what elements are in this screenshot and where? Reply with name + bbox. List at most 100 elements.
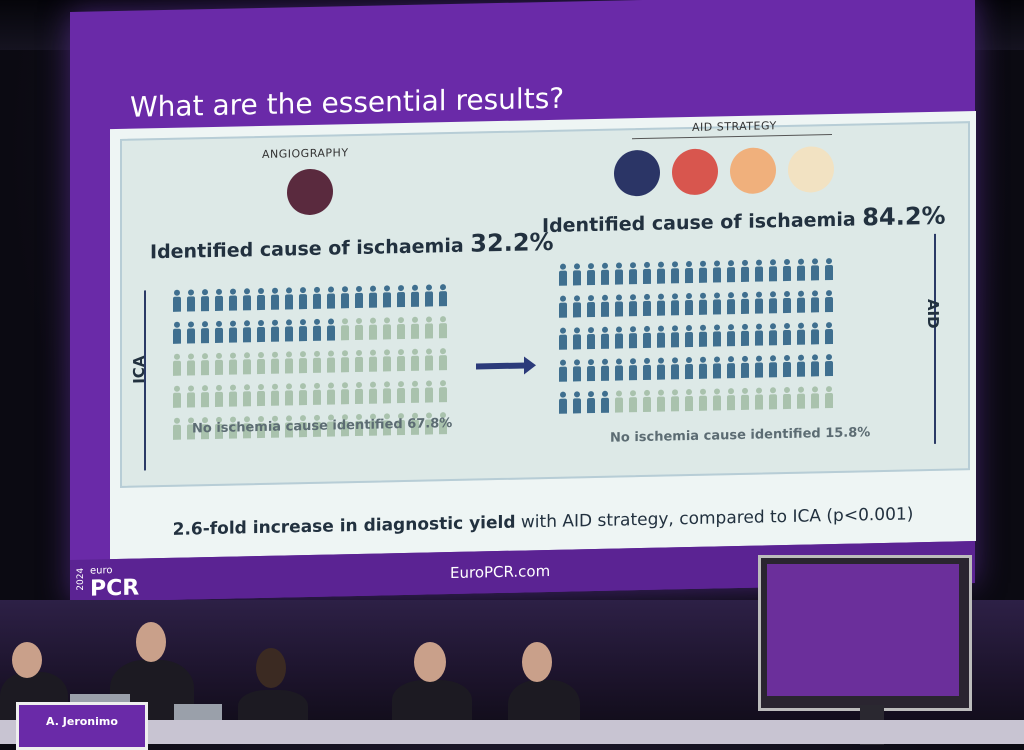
person-identified-icon <box>186 289 196 311</box>
person-not-identified-icon <box>340 318 350 340</box>
person-identified-icon <box>726 292 736 314</box>
person-not-identified-icon <box>768 387 778 409</box>
nameplate-text: A. Jeronimo <box>46 715 118 728</box>
person-identified-icon <box>354 286 364 308</box>
person-not-identified-icon <box>698 389 708 411</box>
person-identified-icon <box>382 285 392 307</box>
person-identified-icon <box>754 291 764 313</box>
person-identified-icon <box>586 327 596 349</box>
panelist-5-head <box>522 642 552 682</box>
person-identified-icon <box>600 327 610 349</box>
person-identified-icon <box>242 320 252 342</box>
person-identified-icon <box>684 357 694 379</box>
person-identified-icon <box>600 263 610 285</box>
footer-url: EuroPCR.com <box>450 561 551 583</box>
person-identified-icon <box>572 391 582 413</box>
person-not-identified-icon <box>382 349 392 371</box>
person-not-identified-icon <box>326 382 336 404</box>
person-identified-icon <box>656 294 666 316</box>
person-identified-icon <box>754 355 764 377</box>
slide-body: ANGIOGRAPHY AID STRATEGY Identified caus… <box>110 111 976 560</box>
person-identified-icon <box>284 287 294 309</box>
conclusion: 2.6-fold increase in diagnostic yield wi… <box>110 503 976 541</box>
person-identified-icon <box>782 355 792 377</box>
person-not-identified-icon <box>628 390 638 412</box>
person-identified-icon <box>698 261 708 283</box>
person-identified-icon <box>340 286 350 308</box>
person-identified-icon <box>200 289 210 311</box>
person-not-identified-icon <box>712 388 722 410</box>
person-identified-icon <box>712 292 722 314</box>
person-not-identified-icon <box>396 317 406 339</box>
left-heading: Identified cause of ischaemia 32.2% <box>150 228 554 264</box>
person-not-identified-icon <box>270 352 280 374</box>
person-not-identified-icon <box>354 350 364 372</box>
ica-label: ICA <box>130 355 148 384</box>
person-identified-icon <box>642 358 652 380</box>
person-identified-icon <box>628 294 638 316</box>
person-not-identified-icon <box>410 317 420 339</box>
person-not-identified-icon <box>298 383 308 405</box>
person-identified-icon <box>810 354 820 376</box>
right-heading-text: Identified cause of ischaemia <box>542 208 856 238</box>
person-not-identified-icon <box>270 384 280 406</box>
arrow <box>476 362 526 370</box>
person-identified-icon <box>572 359 582 381</box>
results-panel: ANGIOGRAPHY AID STRATEGY Identified caus… <box>120 119 970 488</box>
person-identified-icon <box>824 322 834 344</box>
person-identified-icon <box>670 325 680 347</box>
person-not-identified-icon <box>354 382 364 404</box>
person-identified-icon <box>698 325 708 347</box>
person-not-identified-icon <box>796 387 806 409</box>
person-identified-icon <box>754 323 764 345</box>
person-identified-icon <box>368 286 378 308</box>
person-identified-icon <box>214 321 224 343</box>
person-identified-icon <box>270 288 280 310</box>
person-identified-icon <box>740 324 750 346</box>
person-identified-icon <box>726 356 736 378</box>
person-not-identified-icon <box>396 349 406 371</box>
person-identified-icon <box>326 286 336 308</box>
person-identified-icon <box>712 260 722 282</box>
person-identified-icon <box>172 322 182 344</box>
person-identified-icon <box>424 284 434 306</box>
person-not-identified-icon <box>684 389 694 411</box>
person-not-identified-icon <box>228 384 238 406</box>
person-identified-icon <box>782 259 792 281</box>
person-identified-icon <box>558 328 568 350</box>
person-identified-icon <box>684 293 694 315</box>
panelist-4-head <box>414 642 446 682</box>
person-not-identified-icon <box>438 348 448 370</box>
person-not-identified-icon <box>214 353 224 375</box>
person-not-identified-icon <box>368 350 378 372</box>
person-identified-icon <box>558 296 568 318</box>
person-not-identified-icon <box>340 350 350 372</box>
person-identified-icon <box>312 287 322 309</box>
logo-year: 2024 <box>76 567 86 591</box>
angiography-label: ANGIOGRAPHY <box>262 146 349 161</box>
person-identified-icon <box>312 319 322 341</box>
person-identified-icon <box>740 356 750 378</box>
conclusion-rest: with AID strategy, compared to ICA (p<0.… <box>515 504 914 533</box>
confidence-monitor <box>758 555 972 711</box>
right-heading-pct: 84.2% <box>862 201 946 232</box>
person-identified-icon <box>284 319 294 341</box>
person-identified-icon <box>600 295 610 317</box>
person-identified-icon <box>670 293 680 315</box>
person-not-identified-icon <box>614 390 624 412</box>
person-not-identified-icon <box>228 352 238 374</box>
person-identified-icon <box>228 320 238 342</box>
person-identified-icon <box>642 262 652 284</box>
person-not-identified-icon <box>186 353 196 375</box>
person-identified-icon <box>242 288 252 310</box>
person-not-identified-icon <box>186 385 196 407</box>
person-identified-icon <box>228 288 238 310</box>
aid-line <box>934 233 936 444</box>
person-identified-icon <box>768 323 778 345</box>
person-identified-icon <box>586 391 596 413</box>
person-not-identified-icon <box>256 384 266 406</box>
person-identified-icon <box>270 320 280 342</box>
person-identified-icon <box>810 322 820 344</box>
person-identified-icon <box>326 318 336 340</box>
aid-label: AID <box>924 298 942 329</box>
